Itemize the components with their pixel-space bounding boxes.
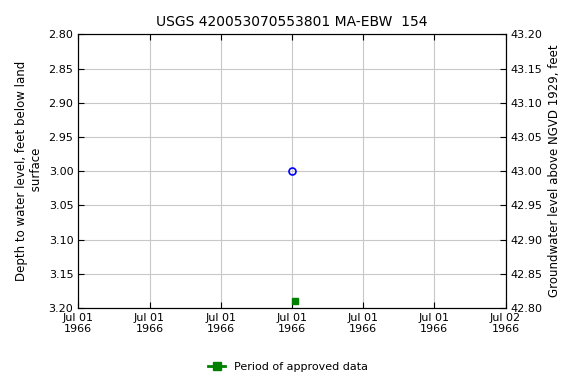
Legend: Period of approved data: Period of approved data <box>204 358 372 377</box>
Y-axis label: Groundwater level above NGVD 1929, feet: Groundwater level above NGVD 1929, feet <box>548 45 561 298</box>
Y-axis label: Depth to water level, feet below land
 surface: Depth to water level, feet below land su… <box>15 61 43 281</box>
Title: USGS 420053070553801 MA-EBW  154: USGS 420053070553801 MA-EBW 154 <box>156 15 428 29</box>
